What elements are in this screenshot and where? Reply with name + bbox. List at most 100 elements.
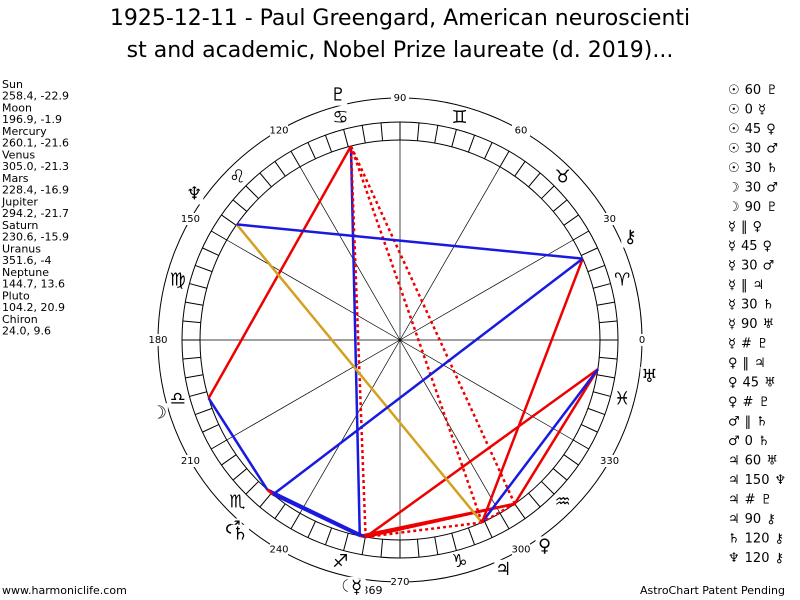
spoke xyxy=(226,339,401,441)
aspect-a: ♃ xyxy=(728,454,740,469)
aspect-line xyxy=(365,521,483,539)
sign-glyph: ♉ xyxy=(555,166,571,187)
aspect-b: ♃ xyxy=(752,278,764,293)
planet-lon: 196.9 xyxy=(2,113,34,126)
planet-lat: -15.9 xyxy=(41,231,69,244)
band-tick xyxy=(259,172,272,188)
aspect-b: ⚷ xyxy=(766,512,776,527)
title-line: st and academic, Nobel Prize laureate (d… xyxy=(127,38,674,63)
spoke xyxy=(399,239,574,341)
sign-glyph: ♋ xyxy=(332,107,348,128)
aspect-a: ☿ xyxy=(728,259,736,274)
planet-name: Chiron xyxy=(2,313,38,326)
aspect-b: ♆ xyxy=(774,473,786,488)
degree-label: 90 xyxy=(394,93,407,104)
aspect-b: ♅ xyxy=(763,317,775,332)
footer-right: AstroChart Patent Pending xyxy=(640,584,785,597)
planet-glyph: ☽ xyxy=(151,402,167,423)
aspect-kind: 60 xyxy=(745,83,762,98)
band-tick xyxy=(563,214,579,226)
separator: , xyxy=(34,137,41,150)
aspect-line xyxy=(481,502,516,524)
degree-label: 60 xyxy=(515,125,528,136)
aspect-a: ☿ xyxy=(728,317,736,332)
aspect-a: ☉ xyxy=(728,142,740,157)
band-tick xyxy=(202,247,219,256)
planet-name: Pluto xyxy=(2,290,30,303)
aspect-kind: 90 xyxy=(745,200,762,215)
aspect-b: ♇ xyxy=(758,395,770,410)
aspect-entry: ☿ 90 ♅ xyxy=(728,317,774,332)
aspect-b: ♂ xyxy=(766,181,778,196)
aspect-a: ♄ xyxy=(728,532,740,547)
planet-name: Moon xyxy=(2,102,32,115)
planet-lat: 9.6 xyxy=(34,325,52,338)
band-tick xyxy=(232,468,248,481)
label-bg xyxy=(181,455,200,467)
band-tick xyxy=(434,125,439,144)
planet-lat: -21.3 xyxy=(41,160,69,173)
band-tick xyxy=(343,129,349,147)
band-tick xyxy=(259,492,272,508)
aspect-entry: ☉ 45 ♀ xyxy=(728,122,776,137)
aspect-b: ♄ xyxy=(763,298,775,313)
aspect-kind: ‖ xyxy=(743,356,750,371)
aspect-line xyxy=(349,145,484,523)
aspect-entry: ♀ 45 ♅ xyxy=(728,376,776,391)
aspect-a: ☽ xyxy=(728,200,740,215)
spoke xyxy=(399,166,501,341)
aspect-entry: ♀ # ♇ xyxy=(728,395,770,410)
band-tick xyxy=(182,320,201,324)
planet-lon: 144.7 xyxy=(2,278,34,291)
band-tick xyxy=(581,247,598,256)
band-tick xyxy=(514,503,526,519)
aspect-b: ⚷ xyxy=(774,532,784,547)
aspect-line xyxy=(365,502,515,539)
aspect-entry: ☽ 90 ♇ xyxy=(728,200,778,215)
band-tick xyxy=(290,512,301,530)
aspect-b: ♇ xyxy=(766,83,778,98)
planet-coords: 104.2, 20.9 xyxy=(2,301,65,314)
aspect-kind: 45 xyxy=(745,122,762,137)
aspect-line xyxy=(235,223,483,524)
aspect-a: ☉ xyxy=(728,122,740,137)
band-tick xyxy=(587,264,606,273)
band-tick xyxy=(202,424,219,433)
planet-name: Mercury xyxy=(2,125,47,138)
aspect-a: ☿ xyxy=(728,337,736,352)
spoke xyxy=(226,239,401,341)
glyph-bg xyxy=(535,536,554,557)
planet-name: Jupiter xyxy=(1,196,38,209)
band-tick xyxy=(451,129,457,147)
aspect-kind: 45 xyxy=(741,239,758,254)
separator: , xyxy=(34,278,41,291)
planet-name: Sun xyxy=(2,78,23,91)
aspect-kind: 90 xyxy=(745,512,762,527)
band-tick xyxy=(541,185,555,199)
aspect-a: ♀ xyxy=(728,395,738,410)
aspect-kind: 90 xyxy=(741,317,758,332)
aspect-a: ☉ xyxy=(728,103,740,118)
band-tick xyxy=(596,374,615,379)
planet-coords: 258.4, -22.9 xyxy=(2,90,69,103)
band-tick xyxy=(599,320,618,324)
band-tick xyxy=(232,199,248,212)
degree-label: 210 xyxy=(181,456,200,467)
aspect-line xyxy=(266,488,274,496)
planet-name: Saturn xyxy=(2,219,38,232)
aspect-b: ♃ xyxy=(754,356,766,371)
aspect-b: ♂ xyxy=(766,142,778,157)
band-tick xyxy=(528,172,541,188)
label-bg xyxy=(633,334,651,346)
aspect-entry: ☿ # ♇ xyxy=(728,337,769,352)
band-tick xyxy=(416,539,420,558)
glyph-bg xyxy=(494,559,513,580)
band-tick xyxy=(581,424,598,433)
planet-coords: 294.2, -21.7 xyxy=(2,207,69,220)
band-tick xyxy=(596,301,615,306)
band-tick xyxy=(484,521,493,538)
aspect-b: ♀ xyxy=(763,239,773,254)
band-tick xyxy=(194,407,213,416)
aspect-a: ♃ xyxy=(728,512,740,527)
